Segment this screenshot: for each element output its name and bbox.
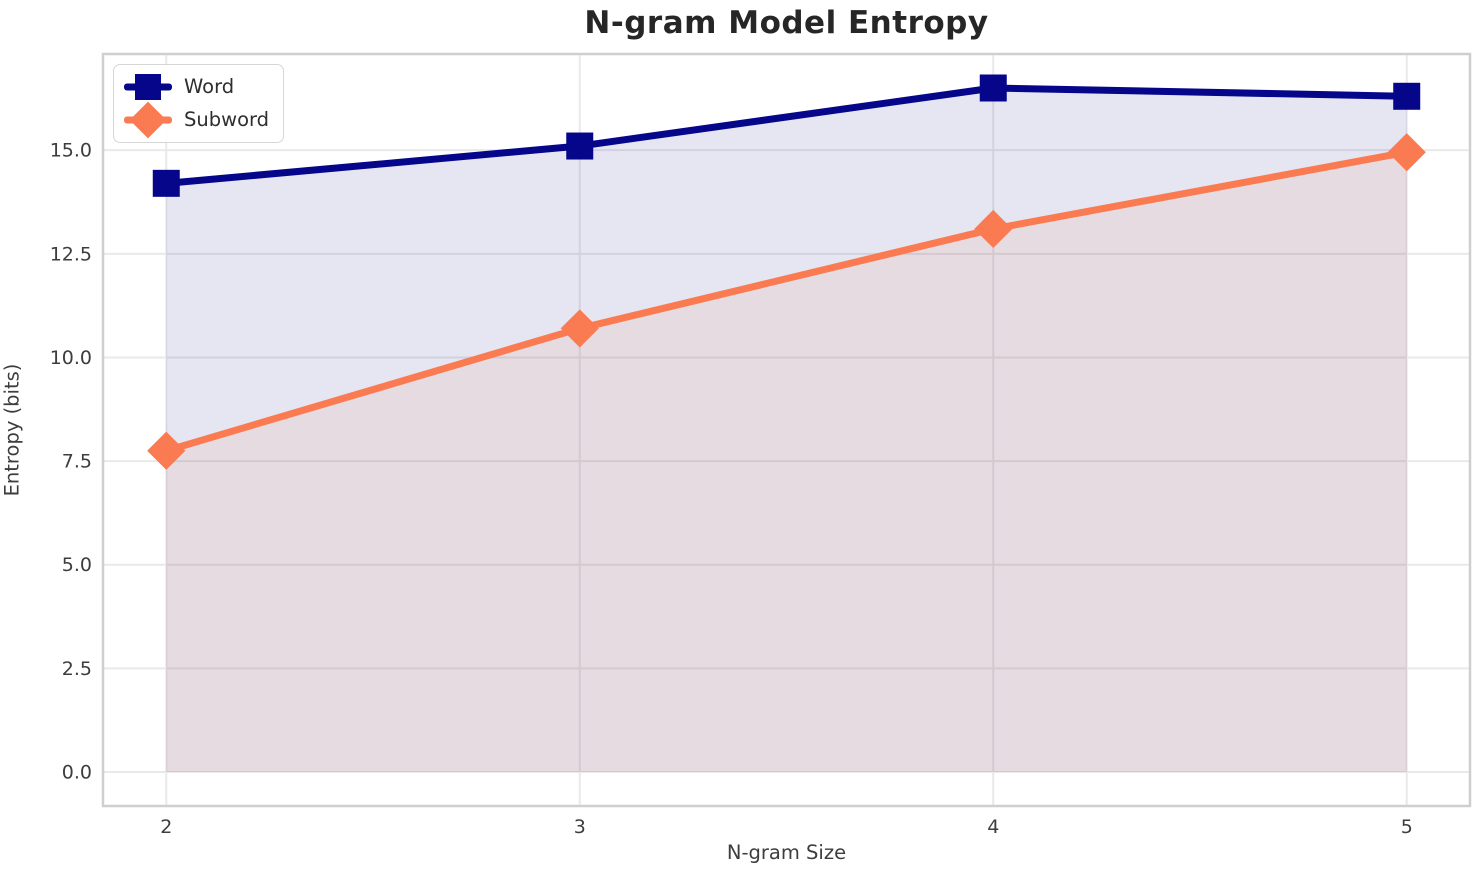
y-tick-label: 5.0	[62, 554, 92, 576]
y-tick-label: 10.0	[50, 347, 92, 369]
legend-subword-label: Subword	[184, 108, 270, 131]
y-tick-label: 12.5	[50, 243, 92, 265]
x-axis-label: N-gram Size	[726, 841, 847, 864]
data-point-marker-subword	[147, 431, 186, 470]
legend-item-subword: Subword	[124, 101, 270, 139]
y-tick-label: 0.0	[62, 762, 92, 784]
x-tick-label: 4	[987, 816, 999, 838]
data-point-marker-word	[979, 74, 1007, 102]
chart-title: N-gram Model Entropy	[584, 5, 989, 41]
x-tick-label: 2	[160, 816, 172, 838]
x-tick-label: 5	[1401, 816, 1413, 838]
legend-subword-diamond-icon	[124, 101, 172, 139]
x-tick-label: 3	[574, 816, 586, 838]
data-point-marker-word	[566, 132, 594, 160]
area-fill-subword	[166, 152, 1407, 773]
legend: Word Subword	[113, 64, 285, 143]
series-line-word	[162, 84, 1411, 187]
y-axis-label: Entropy (bits)	[0, 363, 24, 497]
y-tick-label: 15.0	[50, 140, 92, 162]
area-fill-word	[166, 87, 1407, 773]
series-line-subword	[162, 148, 1411, 455]
data-point-marker-word	[152, 169, 180, 197]
data-point-marker-subword	[1387, 133, 1426, 172]
y-tick-label: 7.5	[62, 451, 92, 473]
data-point-marker-subword	[560, 309, 599, 348]
legend-word-square-icon	[124, 72, 172, 102]
legend-item-word: Word	[124, 72, 269, 102]
data-point-marker-word	[1393, 82, 1421, 110]
legend-word-label: Word	[184, 75, 235, 98]
legend-word-marker-icon	[135, 74, 161, 100]
plot-border	[101, 52, 1472, 808]
legend-subword-marker-icon	[129, 101, 167, 139]
y-tick-label: 2.5	[62, 658, 92, 680]
